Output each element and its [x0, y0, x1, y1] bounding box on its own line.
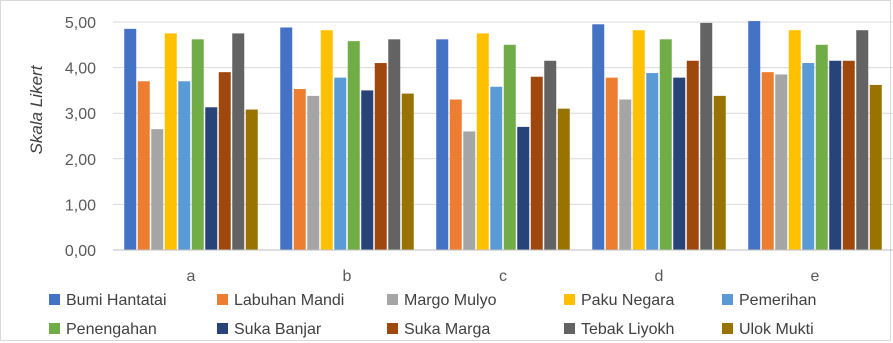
bar-e-suka-banjar: [829, 60, 842, 251]
y-axis-label: Skala Likert: [27, 64, 46, 154]
legend-item-penengahan: Penengahan: [49, 321, 157, 338]
bar-c-labuhan-mandi: [449, 99, 462, 251]
bar-c-tebak-liyokh: [544, 60, 557, 251]
legend: Bumi Hantatai Labuhan Mandi Margo Mulyo Pak…: [49, 292, 816, 338]
legend-item-labuhan-mandi: Labuhan Mandi: [217, 292, 344, 309]
legend-item-ulok-mukti: Ulok Mukti: [722, 321, 814, 338]
legend-label: Suka Banjar: [234, 321, 322, 338]
bar-a-margo-mulyo: [151, 129, 164, 250]
legend-label: Pemerihan: [739, 292, 816, 309]
legend-swatch: [722, 294, 733, 305]
legend-item-pemerihan: Pemerihan: [722, 292, 816, 309]
legend-item-suka-banjar: Suka Banjar: [217, 321, 322, 338]
bar-a-suka-marga: [218, 72, 231, 250]
legend-label: Bumi Hantatai: [66, 292, 167, 309]
bar-c-paku-negara: [476, 33, 489, 251]
legend-swatch: [217, 323, 228, 334]
bar-b-suka-marga: [374, 63, 387, 250]
legend-item-tebak-liyokh: Tebak Liyokh: [564, 321, 674, 338]
legend-swatch: [722, 323, 733, 334]
bars: [124, 21, 882, 251]
legend-label: Paku Negara: [581, 292, 674, 309]
bar-e-tebak-liyokh: [856, 30, 869, 250]
bar-c-suka-marga: [530, 76, 543, 250]
bar-d-paku-negara: [632, 30, 645, 250]
bar-e-suka-marga: [842, 60, 855, 251]
legend-swatch: [49, 323, 60, 334]
bar-c-penengahan: [503, 44, 516, 250]
bar-d-penengahan: [659, 39, 672, 250]
legend-swatch: [387, 323, 398, 334]
bar-c-ulok-mukti: [557, 108, 570, 250]
x-axis-ticks: a b c d e: [187, 268, 820, 285]
bar-a-bumi-hantatai: [124, 28, 137, 251]
bar-b-tebak-liyokh: [388, 39, 401, 250]
legend-swatch: [564, 294, 575, 305]
bar-a-tebak-liyokh: [232, 33, 245, 251]
bar-a-ulok-mukti: [245, 109, 258, 250]
bar-c-bumi-hantatai: [436, 39, 449, 250]
legend-label: Labuhan Mandi: [234, 292, 344, 309]
bar-a-labuhan-mandi: [137, 81, 150, 250]
bar-a-paku-negara: [164, 33, 177, 251]
bar-b-labuhan-mandi: [293, 89, 306, 250]
bar-e-ulok-mukti: [869, 84, 882, 250]
bar-e-penengahan: [815, 44, 828, 250]
bar-d-margo-mulyo: [619, 99, 632, 251]
legend-swatch: [387, 294, 398, 305]
x-tick-label: d: [655, 268, 664, 285]
legend-label: Tebak Liyokh: [581, 321, 674, 338]
bar-d-suka-banjar: [673, 77, 686, 250]
bar-b-margo-mulyo: [307, 95, 320, 250]
bar-b-suka-banjar: [361, 90, 374, 251]
bar-b-ulok-mukti: [401, 93, 414, 250]
legend-item-suka-marga: Suka Marga: [387, 321, 490, 338]
legend-label: Penengahan: [66, 321, 157, 338]
bar-c-margo-mulyo: [463, 131, 476, 250]
bar-b-paku-negara: [320, 30, 333, 250]
y-axis-ticks: 0,00 1,00 2,00 3,00 4,00 5,00: [65, 15, 96, 260]
legend-label: Margo Mulyo: [404, 292, 497, 309]
bar-c-pemerihan: [490, 86, 503, 250]
x-tick-label: c: [499, 268, 507, 285]
legend-item-margo-mulyo: Margo Mulyo: [387, 292, 497, 309]
bar-d-ulok-mukti: [713, 95, 726, 250]
bar-a-penengahan: [191, 39, 204, 250]
bar-a-pemerihan: [178, 81, 191, 250]
legend-label: Suka Marga: [404, 321, 490, 338]
legend-item-paku-negara: Paku Negara: [564, 292, 674, 309]
y-tick-label: 5,00: [65, 15, 96, 32]
bar-e-margo-mulyo: [775, 74, 788, 250]
bar-c-suka-banjar: [517, 126, 530, 250]
y-tick-label: 2,00: [65, 152, 96, 169]
y-tick-label: 1,00: [65, 197, 96, 214]
legend-swatch: [49, 294, 60, 305]
bar-d-bumi-hantatai: [592, 24, 605, 251]
y-tick-label: 0,00: [65, 243, 96, 260]
y-tick-label: 4,00: [65, 61, 96, 78]
bar-b-bumi-hantatai: [280, 27, 293, 250]
bar-e-paku-negara: [788, 30, 801, 250]
x-tick-label: e: [811, 268, 820, 285]
bar-d-tebak-liyokh: [700, 22, 713, 250]
bar-e-labuhan-mandi: [761, 72, 774, 250]
x-tick-label: a: [187, 268, 196, 285]
bar-e-bumi-hantatai: [748, 21, 761, 251]
bar-d-labuhan-mandi: [605, 77, 618, 250]
bar-b-penengahan: [347, 41, 360, 250]
bar-a-suka-banjar: [205, 107, 218, 250]
legend-label: Ulok Mukti: [739, 321, 814, 338]
bar-b-pemerihan: [334, 77, 347, 250]
y-tick-label: 3,00: [65, 106, 96, 123]
legend-swatch: [217, 294, 228, 305]
x-tick-label: b: [343, 268, 352, 285]
bar-d-pemerihan: [646, 73, 659, 251]
legend-swatch: [564, 323, 575, 334]
bar-d-suka-marga: [686, 60, 699, 251]
legend-item-bumi-hantatai: Bumi Hantatai: [49, 292, 167, 309]
bar-e-pemerihan: [802, 63, 815, 250]
